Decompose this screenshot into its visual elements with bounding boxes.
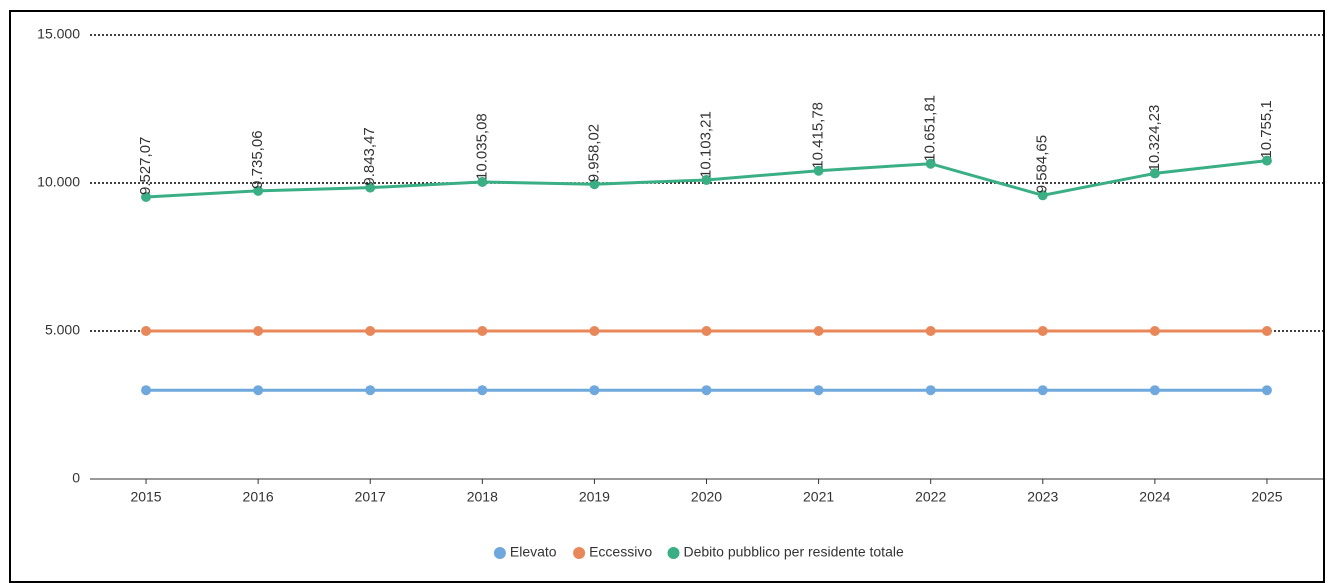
point: [589, 385, 600, 396]
point: [477, 326, 488, 336]
point: [1149, 385, 1160, 396]
frame: [9, 10, 1325, 583]
x-tick-label: 2023: [1027, 489, 1058, 505]
x-tick-label: 2019: [579, 489, 610, 505]
data-label: 10.324,23: [1146, 105, 1163, 172]
legend-label: Elevato: [510, 544, 557, 560]
point: [701, 385, 712, 396]
point: [253, 185, 264, 196]
point: [141, 326, 152, 336]
x-tick-label: 2016: [243, 489, 274, 505]
y-tick-label: 5.000: [45, 322, 80, 338]
point: [813, 326, 824, 336]
x-tick-label: 2021: [803, 489, 834, 505]
point: [477, 176, 488, 187]
y-tick-label: 0: [72, 470, 80, 486]
point: [701, 174, 712, 185]
data-label: 10.103,21: [697, 111, 714, 178]
point: [1149, 168, 1160, 179]
point: [813, 385, 824, 396]
point: [1261, 155, 1272, 166]
data-label: 9.527,07: [137, 137, 154, 195]
legend-marker: [667, 547, 680, 559]
x-tick-label: 2025: [1251, 489, 1282, 505]
y-tick-label: 15.000: [37, 26, 80, 42]
point: [365, 385, 376, 396]
x-tick-label: 2020: [691, 489, 722, 505]
point: [365, 326, 376, 336]
data-label: 10.035,08: [473, 113, 490, 180]
legend-label: Debito pubblico per residente totale: [684, 544, 904, 560]
legend-label: Eccessivo: [589, 544, 652, 560]
point: [253, 326, 264, 336]
point: [1037, 326, 1048, 336]
data-label: 9.735,06: [249, 130, 266, 188]
point: [813, 165, 824, 176]
y-tick-label: 10.000: [37, 174, 80, 190]
data-label: 10.651,81: [922, 95, 939, 162]
data-label: 9.843,47: [361, 127, 378, 185]
data-label: 9.584,65: [1034, 135, 1051, 193]
point: [253, 385, 264, 396]
point: [701, 326, 712, 336]
data-label: 10.755,1: [1258, 100, 1275, 158]
x-tick-label: 2015: [130, 489, 161, 505]
point: [925, 326, 936, 336]
x-tick-label: 2017: [355, 489, 386, 505]
point: [1037, 385, 1048, 396]
legend-marker: [493, 547, 506, 559]
x-tick-label: 2022: [915, 489, 946, 505]
point: [477, 385, 488, 396]
point: [141, 191, 152, 202]
x-tick-label: 2024: [1139, 489, 1170, 505]
point: [1149, 326, 1160, 336]
x-tick-label: 2018: [467, 489, 498, 505]
point: [925, 385, 936, 396]
point: [141, 385, 152, 396]
point: [925, 158, 936, 169]
point: [1261, 385, 1272, 396]
data-label: 9.958,02: [585, 124, 602, 182]
legend-marker: [573, 547, 586, 559]
point: [589, 179, 600, 190]
point: [365, 182, 376, 193]
point: [589, 326, 600, 336]
point: [1261, 326, 1272, 336]
data-label: 10.415,78: [810, 102, 827, 169]
point: [1037, 190, 1048, 201]
